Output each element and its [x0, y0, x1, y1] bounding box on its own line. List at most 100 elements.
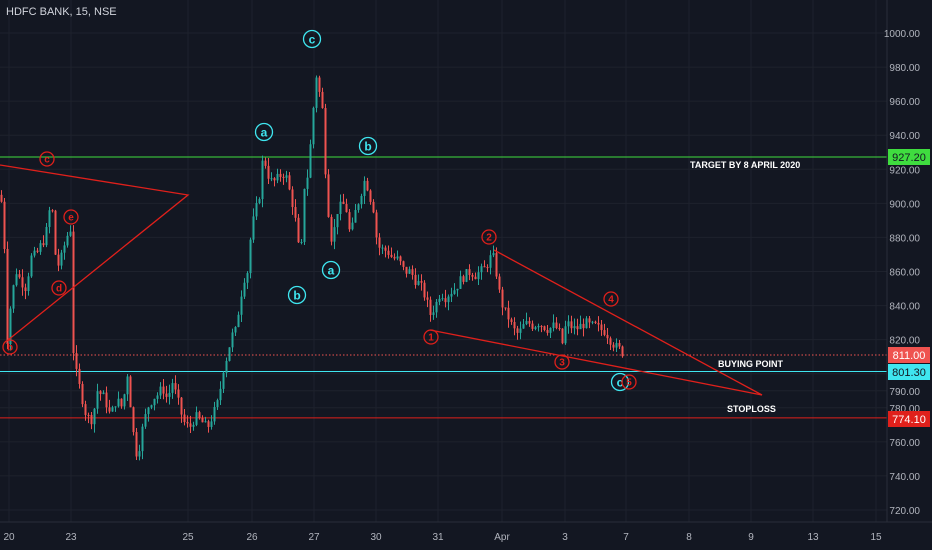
- drawings: [0, 164, 763, 396]
- candle-body: [591, 321, 594, 323]
- candle-body: [363, 180, 366, 196]
- wave-circle: [358, 136, 378, 156]
- candle-body: [366, 180, 369, 191]
- wave-label: 4: [608, 295, 614, 306]
- wave-label: 2: [486, 233, 492, 244]
- candle-body: [9, 308, 12, 344]
- candle-body: [252, 216, 255, 240]
- wave-label: b: [364, 140, 371, 154]
- candle-body: [615, 343, 618, 348]
- candle-body: [546, 329, 549, 333]
- price-tag-dotted: 811.00: [888, 347, 930, 363]
- candle-body: [210, 421, 213, 427]
- candle-body: [48, 210, 51, 227]
- candle-body: [606, 334, 609, 339]
- x-tick-label: 7: [623, 532, 629, 543]
- candle-body: [531, 323, 534, 329]
- candle-body: [231, 332, 234, 348]
- x-tick-label: 8: [686, 532, 692, 543]
- candle-body: [570, 321, 573, 329]
- wave-circle: [321, 260, 341, 280]
- x-tick-label: 25: [182, 532, 194, 543]
- candle-body: [15, 274, 18, 286]
- x-tick-label: 30: [370, 532, 382, 543]
- y-tick-label: 960.00: [889, 97, 920, 108]
- candle-body: [444, 298, 447, 303]
- candle-body: [315, 77, 318, 108]
- candle-body: [3, 201, 6, 249]
- candle-body: [306, 177, 309, 189]
- candle-body: [621, 346, 624, 357]
- y-tick-label: 840.00: [889, 302, 920, 313]
- time-axis[interactable]: 20 23 25 26 27 30 31 Apr 3 7 8 9 13 15: [3, 532, 882, 543]
- x-tick-label: 31: [432, 532, 444, 543]
- candle-body: [327, 174, 330, 217]
- candle-body: [561, 328, 564, 344]
- candle-body: [60, 252, 63, 266]
- wave-circle: [554, 354, 570, 370]
- candle-body: [453, 290, 456, 294]
- candle-body: [555, 322, 558, 329]
- candle-body: [417, 281, 420, 285]
- wave-circle: [610, 372, 630, 392]
- candle-body: [312, 107, 315, 145]
- candle-body: [30, 255, 33, 277]
- candle-body: [336, 213, 339, 228]
- wave-circle: [621, 374, 637, 390]
- candle-body: [540, 326, 543, 328]
- wedge-lower-line[interactable]: [429, 329, 763, 396]
- candle-body: [564, 326, 567, 344]
- price-tag-target-text: 927.20: [892, 152, 926, 164]
- candle-body: [225, 360, 228, 373]
- wave-label: d: [56, 284, 62, 295]
- candle-body: [57, 254, 60, 266]
- wedge-upper-line[interactable]: [493, 249, 763, 396]
- wave-label: 1: [428, 333, 434, 344]
- candle-body: [87, 414, 90, 416]
- candle-body: [165, 393, 168, 397]
- y-tick-label: 1000.00: [884, 29, 921, 40]
- price-tag-dotted-text: 811.00: [893, 350, 926, 362]
- candle-body: [228, 347, 231, 361]
- candle-body: [378, 237, 381, 248]
- candle-body: [138, 451, 141, 457]
- price-tag-buying: 801.30: [888, 364, 930, 380]
- wave-label: 5: [626, 378, 632, 389]
- candle-body: [183, 414, 186, 422]
- candle-body: [111, 407, 114, 412]
- candle-body: [582, 323, 585, 329]
- candle-body: [372, 201, 375, 213]
- candle-body: [516, 328, 519, 333]
- candle-body: [486, 267, 489, 269]
- candle-body: [108, 407, 111, 412]
- candle-body: [447, 296, 450, 303]
- candle-body: [603, 330, 606, 335]
- candle-body: [597, 322, 600, 325]
- candle-body: [462, 276, 465, 282]
- wave-label: e: [68, 213, 74, 224]
- candle-body: [147, 407, 150, 415]
- candle-body: [261, 160, 264, 200]
- candle-body: [390, 254, 393, 257]
- candle-body: [207, 421, 210, 427]
- candle-body: [354, 210, 357, 223]
- candle-body: [534, 327, 537, 329]
- candle-body: [114, 406, 117, 408]
- candle-body: [153, 398, 156, 406]
- candle-body: [579, 323, 582, 330]
- candle-body: [432, 312, 435, 315]
- candle-body: [441, 298, 444, 300]
- candle-body: [333, 227, 336, 242]
- price-axis[interactable]: 1000.00 980.00 960.00 940.00 920.00 900.00 880…: [884, 29, 921, 517]
- candle-body: [468, 269, 471, 275]
- wave-label: a: [328, 264, 335, 278]
- candle-body: [219, 388, 222, 401]
- candle-body: [510, 319, 513, 322]
- candle-body: [264, 160, 267, 166]
- candle-body: [33, 250, 36, 256]
- candle-body: [405, 266, 408, 274]
- triangle-drawing[interactable]: [0, 164, 190, 341]
- wave-circle: [2, 339, 18, 355]
- candle-body: [396, 256, 399, 259]
